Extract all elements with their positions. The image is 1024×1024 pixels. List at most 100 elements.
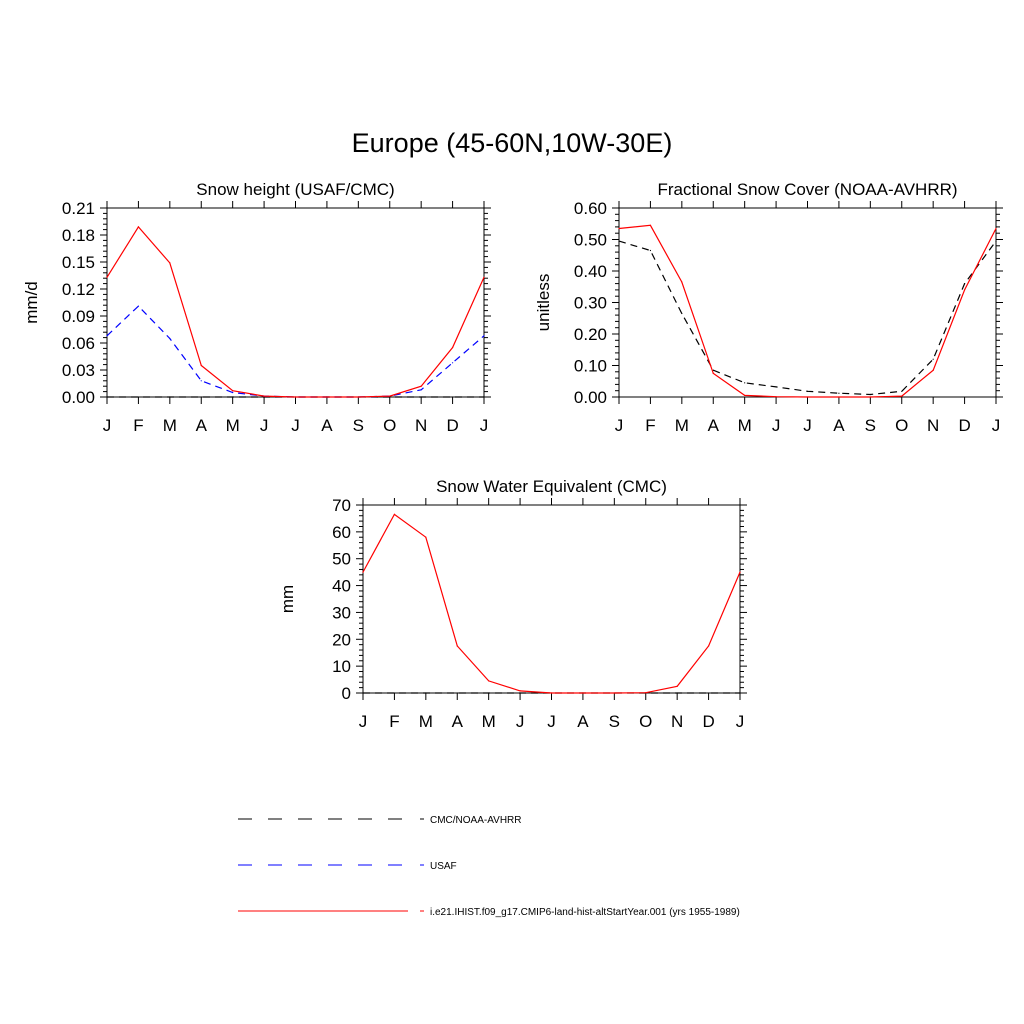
y-tick-label: 40 [332,577,351,596]
x-tick-label: A [196,416,208,435]
data-point [106,276,108,278]
data-point [326,396,328,398]
data-point [456,692,458,694]
data-point [425,692,427,694]
x-tick-label: J [772,416,781,435]
chart-title: Fractional Snow Cover (NOAA-AVHRR) [657,180,957,199]
data-point [649,249,652,252]
data-point [869,396,871,398]
data-point [995,227,997,230]
data-point [200,380,202,382]
y-tick-label: 60 [332,523,351,542]
chart-2: Fractional Snow Cover (NOAA-AVHRR) unitle… [534,180,1003,435]
data-point [137,305,140,307]
data-point [963,289,966,291]
data-point [963,283,966,285]
data-point [169,262,171,264]
x-tick-label: A [708,416,720,435]
data-point [744,382,746,384]
data-point [362,692,364,694]
data-point [451,362,454,364]
legend-label-2: USAF [430,861,457,872]
y-axis-label: unitless [534,274,553,332]
x-tick-label: M [419,712,433,731]
data-point [707,692,710,694]
data-point [362,571,364,573]
y-tick-label: 50 [332,550,351,569]
data-point [420,396,422,398]
data-point [838,392,840,394]
data-point [263,395,265,397]
y-tick-label: 0.50 [574,231,607,250]
data-point [712,372,714,374]
x-tick-label: M [226,416,240,435]
x-tick-label: A [833,416,845,435]
data-point [488,692,490,694]
data-point [519,690,521,692]
data-point [901,395,903,397]
data-point [294,396,297,398]
data-point [613,692,615,694]
data-point [483,276,485,278]
data-point [676,685,678,687]
data-point [483,335,485,337]
chart-1: Snow height (USAF/CMC) mm/d 0.00 0.03 0.06 0.… [22,180,491,435]
x-tick-label: J [103,416,112,435]
data-point [200,396,202,398]
series-line-2 [106,305,485,398]
x-tick-label: D [702,712,714,731]
y-tick-label: 0.20 [574,325,607,344]
x-tick-label: O [639,712,652,731]
y-tick-label: 0.03 [62,361,95,380]
x-tick-label: J [547,712,556,731]
y-tick-label: 0.12 [62,280,95,299]
y-tick-label: 70 [332,496,351,515]
series-line-1 [618,240,997,396]
x-tick-label: J [359,712,368,731]
x-tick-label: D [446,416,458,435]
y-tick-label: 10 [332,657,351,676]
data-point [744,394,746,397]
y-axis-label: mm/d [22,281,41,324]
y-tick-label: 0.06 [62,334,95,353]
data-point [232,396,234,398]
x-tick-label: S [865,416,876,435]
data-point [806,390,809,392]
data-point [995,240,997,242]
data-point [106,335,108,337]
x-tick-label: O [895,416,908,435]
data-point [106,396,108,398]
x-tick-label: J [291,416,300,435]
data-point [582,692,584,694]
y-tick-label: 30 [332,603,351,622]
data-point [550,692,553,694]
figure-title: Europe (45-60N,10W-30E) [351,128,673,158]
x-tick-label: J [803,416,812,435]
x-tick-label: J [736,712,745,731]
data-point [932,358,934,360]
data-point [389,395,391,397]
y-tick-label: 0.09 [62,307,95,326]
data-point [137,226,140,228]
data-point [712,369,714,371]
data-point [357,396,359,398]
legend-label-1: CMC/NOAA-AVHRR [430,815,521,826]
data-point [739,571,741,573]
data-point [169,396,171,398]
data-point [739,692,741,694]
x-tick-label: M [482,712,496,731]
y-axis-label: mm [278,585,297,613]
x-tick-label: N [415,416,427,435]
x-tick-label: F [645,416,655,435]
y-tick-label: 0.18 [62,226,95,245]
y-tick-label: 0.15 [62,253,95,272]
data-point [488,680,490,682]
x-tick-label: J [615,416,624,435]
chart-3: Snow Water Equivalent (CMC) mm 0 10 20 30 40 50… [278,477,747,731]
x-tick-label: O [383,416,396,435]
y-tick-label: 0.21 [62,199,95,218]
data-point [420,385,422,387]
y-tick-label: 0.00 [574,388,607,407]
